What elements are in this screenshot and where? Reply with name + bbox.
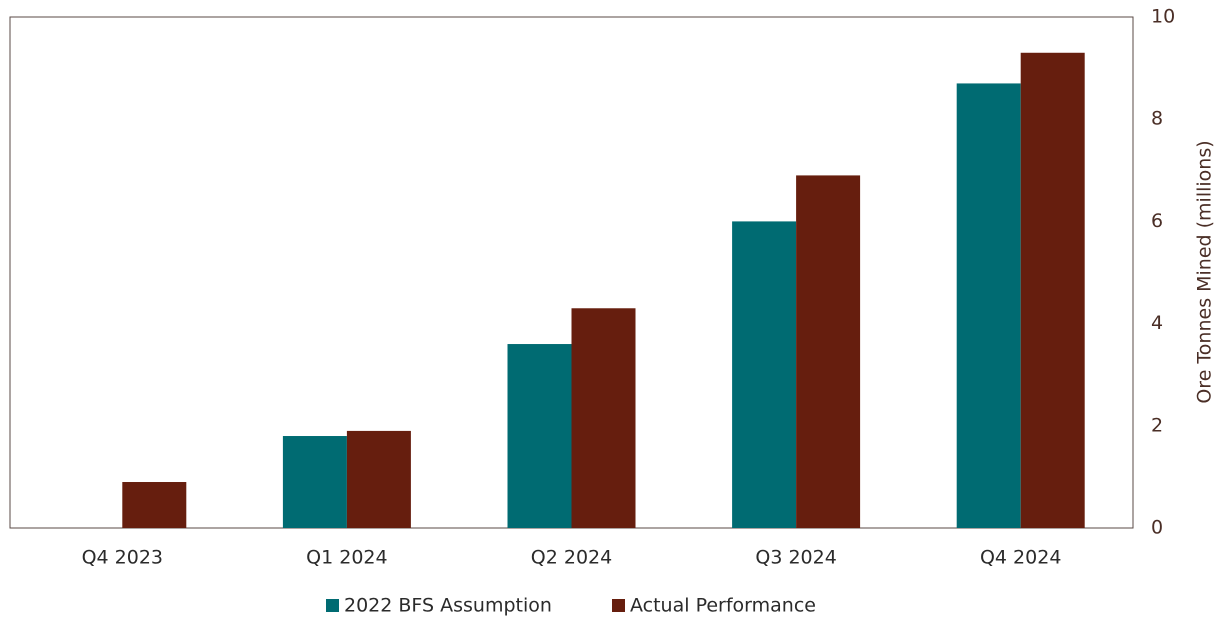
bar xyxy=(571,308,636,528)
x-tick-label: Q2 2024 xyxy=(531,547,612,569)
y-tick-label: 4 xyxy=(1151,312,1163,334)
legend-swatch xyxy=(612,599,625,612)
bar xyxy=(1020,52,1085,529)
legend-label: 2022 BFS Assumption xyxy=(344,595,552,617)
y-tick-label: 0 xyxy=(1151,517,1163,539)
y-tick-label: 2 xyxy=(1151,414,1163,436)
bar xyxy=(282,436,347,528)
bar xyxy=(956,83,1021,529)
bar xyxy=(507,344,572,528)
legend-label: Actual Performance xyxy=(630,595,816,617)
x-tick-label: Q4 2023 xyxy=(82,547,163,569)
y-axis-label: Ore Tonnes Mined (millions) xyxy=(1194,140,1216,403)
bar xyxy=(796,175,861,528)
y-tick-label: 8 xyxy=(1151,108,1163,130)
y-tick-label: 10 xyxy=(1151,6,1175,28)
x-tick-label: Q4 2024 xyxy=(980,547,1061,569)
bar xyxy=(732,221,797,528)
x-tick-label: Q1 2024 xyxy=(306,547,387,569)
bar xyxy=(122,482,187,528)
bar xyxy=(346,430,411,528)
legend-swatch xyxy=(326,599,339,612)
x-tick-label: Q3 2024 xyxy=(755,547,836,569)
y-tick-label: 6 xyxy=(1151,210,1163,232)
